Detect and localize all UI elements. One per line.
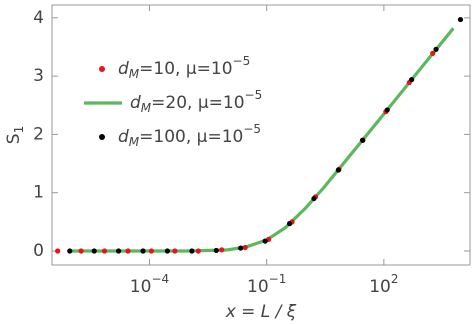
data-point bbox=[384, 107, 390, 113]
y-tick-label: 0 bbox=[33, 241, 44, 261]
data-point bbox=[335, 167, 341, 173]
tick-base: 10 bbox=[369, 277, 391, 297]
legend-swatch bbox=[99, 66, 105, 72]
data-point bbox=[164, 248, 171, 254]
tick-exponent: −4 bbox=[151, 272, 169, 286]
legend-sup: −5 bbox=[245, 88, 263, 102]
data-point bbox=[219, 247, 225, 253]
legend-sub: M bbox=[129, 135, 140, 149]
y-tick-label: 3 bbox=[33, 66, 44, 86]
data-point bbox=[125, 248, 131, 254]
data-point bbox=[360, 137, 366, 143]
data-point bbox=[172, 248, 178, 254]
data-point bbox=[148, 248, 154, 254]
legend-label: dM=100, μ=10−5 bbox=[118, 122, 261, 149]
legend-sup: −5 bbox=[233, 54, 251, 68]
legend-sup: −5 bbox=[243, 122, 261, 136]
legend-mid: =10, μ=10 bbox=[139, 59, 232, 79]
x-tick-label: 10−1 bbox=[247, 272, 286, 298]
tick-exponent: −1 bbox=[269, 272, 287, 286]
data-line bbox=[71, 27, 455, 253]
data-point bbox=[286, 221, 293, 227]
data-point bbox=[311, 195, 317, 202]
legend-d: d bbox=[118, 127, 129, 147]
x-tick-label: 10−4 bbox=[130, 272, 169, 298]
data-point bbox=[457, 16, 464, 23]
data-point bbox=[430, 50, 436, 56]
legend-d: d bbox=[118, 59, 129, 79]
data-point bbox=[195, 248, 201, 254]
legend-swatch bbox=[99, 134, 105, 140]
data-point bbox=[189, 248, 195, 254]
x-tick-label: 102 bbox=[369, 272, 398, 298]
data-point bbox=[242, 244, 248, 251]
data-point bbox=[409, 77, 415, 83]
legend-mid: =100, μ=10 bbox=[139, 127, 243, 147]
data-point bbox=[55, 248, 61, 254]
y-tick-label: 4 bbox=[33, 8, 44, 28]
data-point bbox=[115, 248, 122, 254]
legend-mid: =20, μ=10 bbox=[151, 93, 244, 113]
y-axis-label: S1 bbox=[4, 126, 26, 144]
legend-d: d bbox=[130, 93, 141, 113]
data-point bbox=[91, 248, 97, 254]
tick-base: 10 bbox=[247, 277, 269, 297]
data-point bbox=[433, 46, 439, 52]
data-point bbox=[213, 247, 219, 254]
legend-sub: M bbox=[141, 101, 152, 115]
legend-label: dM=20, μ=10−5 bbox=[130, 88, 262, 115]
x-axis-label: x = L / ξ bbox=[225, 302, 297, 322]
data-point bbox=[101, 248, 108, 254]
data-point bbox=[78, 248, 84, 254]
data-point bbox=[238, 245, 244, 251]
data-point bbox=[67, 248, 73, 254]
tick-base: 10 bbox=[130, 277, 152, 297]
data-point bbox=[140, 248, 146, 254]
y-tick-label: 2 bbox=[33, 124, 44, 144]
plot-frame bbox=[51, 4, 471, 266]
y-tick-label: 1 bbox=[33, 183, 44, 203]
tick-exponent: 2 bbox=[391, 272, 399, 286]
y-label-main: S bbox=[4, 133, 24, 144]
data-point bbox=[262, 238, 268, 244]
legend-label: dM=10, μ=10−5 bbox=[118, 54, 250, 81]
y-label-sub: 1 bbox=[12, 126, 26, 134]
legend-sub: M bbox=[129, 67, 140, 81]
